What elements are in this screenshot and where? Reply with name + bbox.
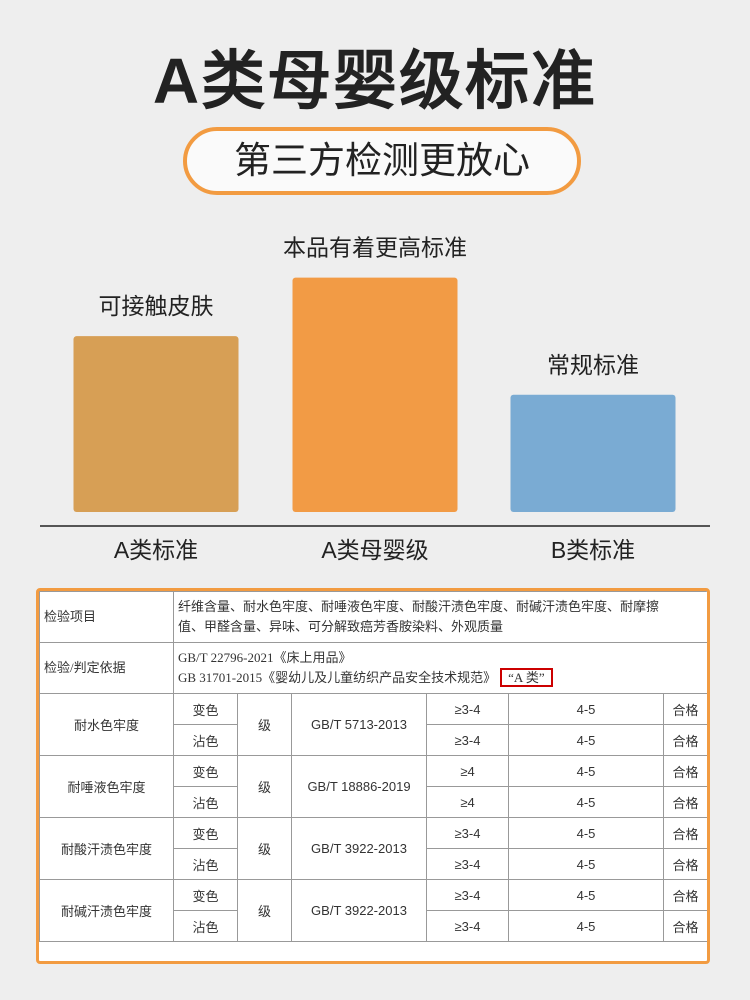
verdict-cell: 合格: [662, 724, 707, 756]
table-row: 沾色 ≥3-4 4-5 合格: [40, 910, 707, 942]
table-row: 耐水色牢度 变色级 GB/T 5713-2013 ≥3-4 4-5 合格: [39, 693, 707, 756]
requirement-cell: ≥3-4: [426, 848, 509, 880]
result-cell: 4-5: [508, 724, 664, 756]
sub-item: 变色: [173, 755, 238, 787]
basis-row: 检验/判定依据 GB/T 22796-2021《床上用品》 GB 31701-2…: [39, 642, 707, 694]
table-row: 耐酸汗渍色牢度 变色级 GB/T 3922-2013 ≥3-4 4-5 合格: [39, 817, 707, 880]
method-standard: GB/T 18886-2019: [291, 755, 427, 818]
requirement-cell: ≥3-4: [426, 724, 509, 756]
category-label: B类标准: [551, 537, 635, 563]
unit-cell: 级: [237, 693, 292, 756]
table-row: 耐唾液色牢度 变色级 GB/T 18886-2019 ≥4 4-5 合格: [39, 755, 707, 818]
test-items-line-2: 值、甲醛含量、异味、可分解致癌芳香胺染料、外观质量: [178, 619, 504, 634]
method-standard: GB/T 5713-2013: [291, 693, 427, 756]
unit-cell: 级: [237, 755, 292, 818]
category-label: A类母婴级: [321, 537, 428, 563]
test-items-line-1: 纤维含量、耐水色牢度、耐唾液色牢度、耐酸汗渍色牢度、耐碱汗渍色牢度、耐摩擦: [178, 599, 660, 614]
basis-standard: GB 31701-2015《婴幼儿及儿童纺织产品安全技术规范》: [178, 670, 497, 685]
bar-annotation: 可接触皮肤: [99, 293, 214, 319]
unit-cell: 级: [237, 817, 292, 880]
sub-item: 沾色: [173, 910, 238, 942]
verdict-cell: 合格: [662, 848, 707, 880]
verdict-cell: 合格: [662, 910, 707, 942]
sub-item: 变色: [173, 817, 238, 849]
bar-annotation: 常规标准: [547, 352, 639, 378]
category-label: A类标准: [114, 537, 198, 563]
result-cell: 4-5: [508, 910, 664, 942]
sub-item: 变色: [173, 693, 238, 725]
verdict-cell: 合格: [662, 786, 707, 818]
requirement-cell: ≥3-4: [426, 693, 509, 725]
result-cell: 4-5: [508, 817, 664, 849]
sub-item: 沾色: [173, 848, 238, 880]
test-items-label: 检验项目: [39, 591, 174, 643]
result-cell: 4-5: [508, 755, 664, 787]
comparison-bar-chart: 可接触皮肤 A类标准 本品有着更高标准 A类母婴级 常规标准 B类标准: [40, 235, 710, 563]
result-cell: 4-5: [508, 879, 664, 911]
verdict-cell: 合格: [662, 879, 707, 911]
test-item-name: 耐唾液色牢度: [39, 755, 174, 818]
table-row: 耐碱汗渍色牢度 变色级 GB/T 3922-2013 ≥3-4 4-5 合格: [39, 879, 707, 942]
bar-3: [510, 394, 676, 512]
basis-value: GB/T 22796-2021《床上用品》 GB 31701-2015《婴幼儿及…: [172, 642, 707, 694]
method-standard: GB/T 3922-2013: [291, 879, 427, 942]
requirement-cell: ≥3-4: [426, 817, 509, 849]
bar-2: [292, 277, 458, 512]
bar-1: [73, 336, 239, 512]
result-cell: 4-5: [508, 848, 664, 880]
test-report-table: 检验项目 纤维含量、耐水色牢度、耐唾液色牢度、耐酸汗渍色牢度、耐碱汗渍色牢度、耐…: [36, 588, 710, 964]
sub-item: 沾色: [173, 724, 238, 756]
unit-cell: 级: [237, 879, 292, 942]
sub-item: 变色: [173, 879, 238, 911]
basis-line-1: GB/T 22796-2021《床上用品》: [178, 650, 352, 665]
class-a-highlight: “A 类”: [500, 668, 553, 687]
test-items-row: 检验项目 纤维含量、耐水色牢度、耐唾液色牢度、耐酸汗渍色牢度、耐碱汗渍色牢度、耐…: [39, 591, 707, 643]
table-row: 沾色 ≥3-4 4-5 合格: [40, 848, 707, 880]
requirement-cell: ≥4: [426, 755, 509, 787]
requirement-cell: ≥3-4: [426, 879, 509, 911]
verdict-cell: 合格: [662, 755, 707, 787]
test-item-name: 耐碱汗渍色牢度: [39, 879, 174, 942]
method-standard: GB/T 3922-2013: [291, 817, 427, 880]
basis-label: 检验/判定依据: [39, 642, 174, 694]
result-cell: 4-5: [508, 693, 664, 725]
sub-item: 沾色: [173, 786, 238, 818]
basis-line-2: GB 31701-2015《婴幼儿及儿童纺织产品安全技术规范》 “A 类”: [178, 668, 703, 688]
requirement-cell: ≥3-4: [426, 910, 509, 942]
test-item-name: 耐酸汗渍色牢度: [39, 817, 174, 880]
test-items-value: 纤维含量、耐水色牢度、耐唾液色牢度、耐酸汗渍色牢度、耐碱汗渍色牢度、耐摩擦 值、…: [172, 591, 707, 643]
result-cell: 4-5: [508, 786, 664, 818]
bar-annotation: 本品有着更高标准: [283, 235, 467, 261]
requirement-cell: ≥4: [426, 786, 509, 818]
verdict-cell: 合格: [662, 817, 707, 849]
subtitle-badge: 第三方检测更放心: [183, 127, 581, 195]
test-item-name: 耐水色牢度: [39, 693, 174, 756]
verdict-cell: 合格: [662, 693, 707, 725]
page-title: A类母婴级标准: [152, 45, 598, 117]
